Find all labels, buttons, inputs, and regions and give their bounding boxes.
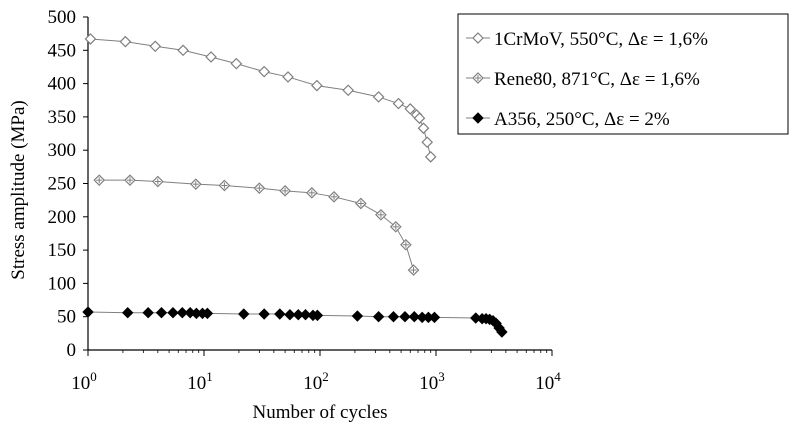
legend-label: 1CrMoV, 550°C, Δε = 1,6% — [494, 29, 708, 50]
data-point — [122, 306, 134, 319]
x-tick-label: 103 — [419, 369, 445, 394]
data-point — [424, 151, 437, 163]
data-point — [230, 57, 243, 70]
data-point — [84, 33, 97, 45]
y-tick-label: 0 — [67, 340, 77, 361]
x-tick-exponent: 0 — [90, 369, 97, 384]
x-ticks: 100 101 102 103 104 — [71, 350, 561, 394]
legend-entry: 1CrMoV, 550°C, Δε = 1,6% — [466, 29, 708, 50]
legend-marker — [472, 32, 484, 44]
legend-marker — [472, 112, 484, 124]
data-point — [238, 308, 250, 320]
data-point — [279, 184, 291, 197]
x-tick-base: 10 — [187, 373, 206, 394]
data-point — [167, 306, 179, 319]
x-tick-base: 10 — [535, 373, 554, 394]
data-point — [399, 310, 411, 323]
data-point — [389, 220, 402, 233]
data-point — [351, 310, 364, 322]
data-point — [119, 35, 132, 48]
data-point — [258, 308, 270, 320]
x-axis-title: Number of cycles — [252, 402, 387, 423]
y-tick-label: 150 — [48, 240, 77, 261]
data-point — [93, 174, 106, 187]
data-point — [282, 71, 294, 83]
data-point — [82, 306, 94, 318]
data-point — [177, 44, 189, 57]
legend-marker — [472, 72, 484, 84]
x-tick-exponent: 2 — [322, 369, 329, 384]
data-point — [392, 97, 405, 110]
x-tick-exponent: 1 — [206, 369, 213, 384]
data-point — [274, 308, 286, 320]
data-point — [305, 186, 318, 199]
legend-entry: Rene80, 871°C, Δε = 1,6% — [466, 69, 700, 90]
data-point — [408, 310, 421, 323]
data-point — [417, 122, 430, 135]
data-point — [421, 136, 434, 149]
data-point — [404, 103, 417, 115]
y-axis-title: Stress amplitude (MPa) — [8, 100, 29, 279]
data-point — [428, 311, 441, 324]
data-point — [253, 182, 266, 195]
series-layer — [82, 33, 508, 338]
data-point — [311, 79, 323, 92]
data-point — [205, 51, 217, 63]
data-point — [258, 65, 270, 78]
y-tick-label: 300 — [48, 140, 77, 161]
data-point — [124, 174, 136, 187]
x-tick-label: 102 — [303, 369, 329, 394]
data-point — [176, 306, 189, 319]
data-point — [189, 178, 202, 191]
series-line — [99, 179, 414, 271]
x-tick-exponent: 4 — [554, 369, 561, 384]
data-point — [311, 309, 324, 322]
data-point — [342, 84, 355, 97]
y-tick-label: 400 — [48, 74, 77, 95]
x-tick-label: 101 — [187, 369, 213, 394]
data-point — [149, 40, 162, 53]
data-point — [400, 238, 412, 251]
x-tick-exponent: 3 — [438, 369, 445, 384]
data-point — [218, 179, 231, 192]
y-tick-label: 100 — [48, 273, 77, 294]
data-point — [151, 175, 164, 188]
x-tick-base: 10 — [71, 373, 90, 394]
legend-label: Rene80, 871°C, Δε = 1,6% — [494, 69, 700, 90]
x-tick-label: 104 — [535, 369, 561, 394]
y-tick-label: 350 — [48, 107, 77, 128]
y-tick-label: 50 — [57, 307, 76, 328]
y-tick-label: 250 — [48, 174, 77, 195]
data-point — [355, 197, 367, 210]
data-point — [284, 308, 296, 321]
data-point — [413, 112, 426, 125]
data-point — [496, 326, 508, 338]
legend-entry: A356, 250°C, Δε = 2% — [466, 109, 670, 130]
y-tick-label: 200 — [48, 207, 77, 228]
data-point — [299, 308, 312, 321]
data-point — [387, 310, 400, 323]
data-point — [142, 306, 154, 319]
data-point — [155, 306, 168, 319]
legend-label: A356, 250°C, Δε = 2% — [494, 109, 670, 130]
x-tick-base: 10 — [419, 373, 438, 394]
legend-box — [457, 13, 789, 135]
data-point — [372, 91, 385, 103]
y-tick-label: 450 — [48, 40, 77, 61]
x-tick-label: 100 — [71, 369, 97, 394]
data-point — [372, 310, 385, 323]
series-1 — [93, 174, 420, 276]
y-tick-label: 500 — [48, 7, 77, 28]
data-point — [407, 264, 420, 276]
data-point — [375, 208, 387, 221]
legend: 1CrMoV, 550°C, Δε = 1,6% Rene80, 871°C, Δ… — [457, 13, 789, 135]
x-tick-base: 10 — [303, 373, 322, 394]
data-point — [328, 190, 340, 203]
series-0 — [84, 33, 437, 163]
y-ticks: 0 50 100 150 200 250 300 350 400 450 500 — [48, 7, 88, 361]
series-2 — [82, 306, 508, 338]
data-point — [201, 307, 214, 320]
